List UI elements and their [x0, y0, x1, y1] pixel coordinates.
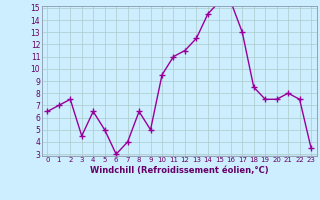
X-axis label: Windchill (Refroidissement éolien,°C): Windchill (Refroidissement éolien,°C)	[90, 166, 268, 175]
